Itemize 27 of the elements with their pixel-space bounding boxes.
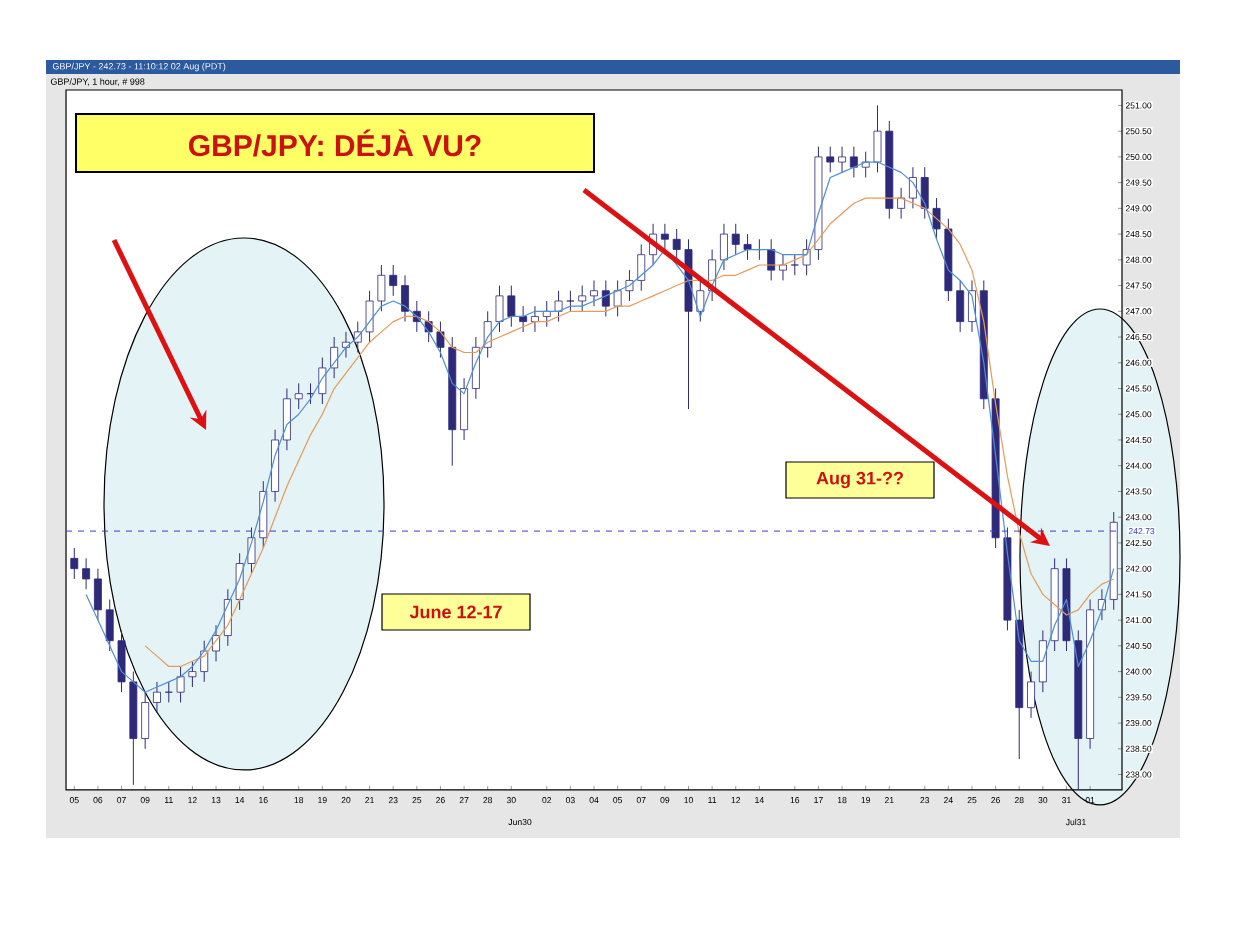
candlestick xyxy=(719,223,728,271)
annotation: June 12-17 xyxy=(409,605,502,619)
candlestick xyxy=(838,146,846,173)
candlestick xyxy=(908,166,917,209)
candlestick xyxy=(330,336,339,379)
candlestick xyxy=(401,274,409,323)
candlestick xyxy=(519,305,528,333)
text: GBP/JPY: DÉJÀ VU? xyxy=(188,129,481,157)
candlestick xyxy=(93,568,102,621)
candlestick xyxy=(318,357,327,405)
candlestick xyxy=(153,681,161,714)
candlestick xyxy=(282,388,291,451)
candlestick xyxy=(566,290,575,312)
candlestick xyxy=(1027,671,1035,719)
candlestick xyxy=(531,305,539,333)
candlestick xyxy=(590,279,598,307)
candlestick xyxy=(294,382,303,410)
candlestick xyxy=(70,547,79,580)
candlestick xyxy=(471,336,480,400)
candlestick xyxy=(554,290,563,323)
candlestick xyxy=(82,557,91,590)
annotation: Aug 31-?? xyxy=(816,471,903,489)
candlestick xyxy=(460,377,469,441)
candlestick xyxy=(578,285,587,312)
candlestick xyxy=(779,254,787,281)
candlestick xyxy=(897,187,906,220)
candlestick xyxy=(790,254,799,276)
